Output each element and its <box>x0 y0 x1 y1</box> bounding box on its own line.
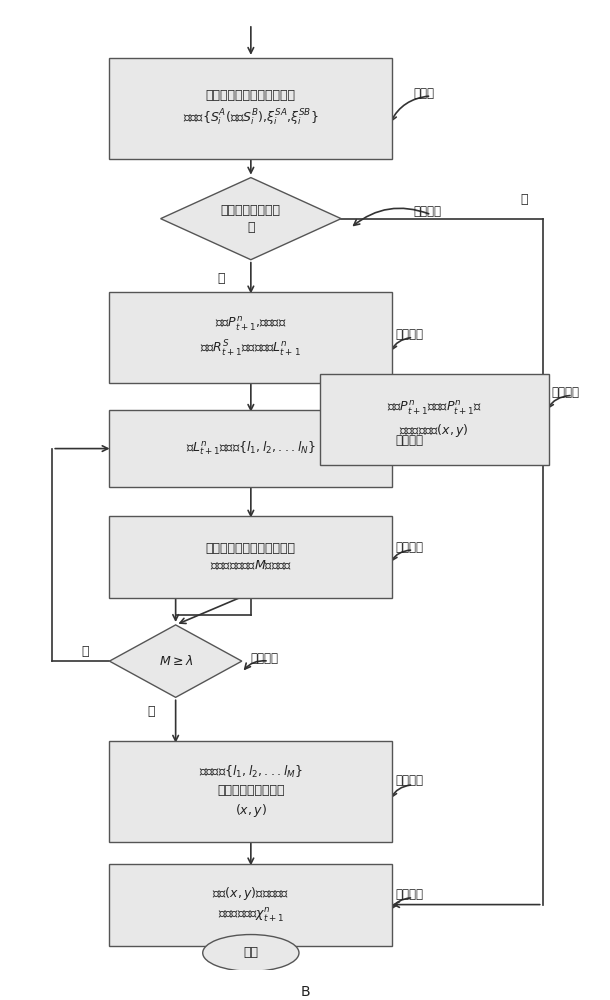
Text: 步骤十五: 步骤十五 <box>395 541 423 554</box>
Text: 是: 是 <box>148 705 156 718</box>
Text: 从$L_{t+1}^n$中选取{$l_1,l_2,...l_N$}: 从$L_{t+1}^n$中选取{$l_1,l_2,...l_N$} <box>186 440 316 457</box>
Text: 构建$P_{t+1}^n$，并在$P_{t+1}^n$中
任选一点坐标$(x,y)$: 构建$P_{t+1}^n$，并在$P_{t+1}^n$中 任选一点坐标$(x,y… <box>387 400 482 439</box>
Text: 步骤十四: 步骤十四 <box>395 434 423 447</box>
Text: 利用滤波条件对样本值进行
筛选滤波，得到$M$个样本值: 利用滤波条件对样本值进行 筛选滤波，得到$M$个样本值 <box>206 542 296 572</box>
Text: 是否接收到广播信
息: 是否接收到广播信 息 <box>221 204 281 234</box>
FancyBboxPatch shape <box>109 741 392 842</box>
FancyBboxPatch shape <box>320 374 548 465</box>
Text: 对样本值{$l_1,l_2,...l_M$}
求均值得到估计坐标
$(x,y)$: 对样本值{$l_1,l_2,...l_M$} 求均值得到估计坐标 $(x,y)$ <box>199 764 303 819</box>
FancyBboxPatch shape <box>109 864 392 946</box>
Text: 构建$P_{t+1}^n$,并与接收
到的$R_{t+1}^S$求交集得到$L_{t+1}^n$: 构建$P_{t+1}^n$,并与接收 到的$R_{t+1}^S$求交集得到$L_… <box>201 316 301 359</box>
Text: 步骤十: 步骤十 <box>414 87 434 100</box>
Text: 步骤十六: 步骤十六 <box>251 652 279 665</box>
Text: 结束: 结束 <box>243 946 259 959</box>
Text: 步骤十八: 步骤十八 <box>395 888 423 901</box>
Text: 输出$(x,y)$作为未知节
点的估计坐标$\chi_{t+1}^n$: 输出$(x,y)$作为未知节 点的估计坐标$\chi_{t+1}^n$ <box>212 885 290 924</box>
Text: 否: 否 <box>82 645 89 658</box>
Ellipse shape <box>203 935 299 971</box>
Text: 步骤十七: 步骤十七 <box>395 774 423 787</box>
Text: B: B <box>300 985 310 999</box>
FancyBboxPatch shape <box>109 410 392 487</box>
Text: 步骤十二: 步骤十二 <box>551 386 580 399</box>
Polygon shape <box>109 625 242 697</box>
Text: 步骤十一: 步骤十一 <box>414 205 441 218</box>
Text: 是: 是 <box>217 272 224 285</box>
FancyBboxPatch shape <box>109 292 392 383</box>
FancyBboxPatch shape <box>109 516 392 598</box>
Text: 锚节点移动到更新位置并广
播信息{$S_i^A$(或者$S_i^B$),$\xi_i^{SA}$,$\xi_i^{SB}$}: 锚节点移动到更新位置并广 播信息{$S_i^A$(或者$S_i^B$),$\xi… <box>183 89 318 128</box>
FancyBboxPatch shape <box>109 58 392 159</box>
Text: 否: 否 <box>521 193 528 206</box>
Polygon shape <box>160 178 341 260</box>
Text: 步骤十三: 步骤十三 <box>395 328 423 341</box>
Text: $M\geq\lambda$: $M\geq\lambda$ <box>159 654 193 668</box>
